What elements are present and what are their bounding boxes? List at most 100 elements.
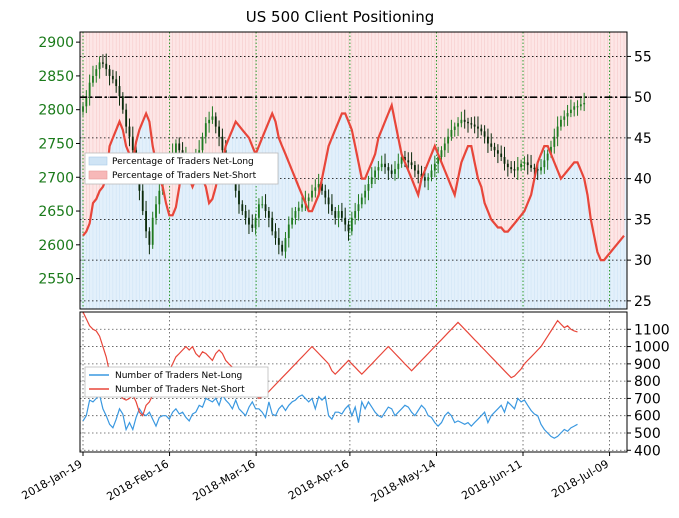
candle-body (92, 75, 94, 83)
candle-body (111, 75, 114, 80)
candle-body (493, 146, 496, 151)
candle-body (520, 163, 523, 168)
candle-body (327, 197, 330, 205)
candle-body (307, 197, 310, 201)
candle-body (141, 190, 144, 212)
net-short-area (80, 32, 627, 261)
candle-body (546, 153, 549, 161)
candle-body (115, 79, 118, 87)
left-tick-label: 2900 (38, 35, 74, 51)
candle-body (121, 96, 124, 110)
candle-body (374, 170, 376, 178)
candle-body (540, 167, 542, 171)
candle-body (238, 190, 240, 205)
candle-body (543, 160, 546, 168)
candle-body (384, 163, 386, 168)
candle-body (158, 190, 161, 205)
candle-body (331, 204, 333, 212)
candle-body (404, 156, 406, 161)
legend-label-net-short-count: Number of Traders Net-Short (115, 385, 245, 395)
candle-body (274, 231, 277, 239)
legend-swatch-net-short-pct (88, 170, 108, 180)
bottom-right-tick-label: 1000 (634, 340, 670, 356)
candle-body (473, 124, 476, 127)
x-tick-label: 2018-Feb-16 (104, 457, 171, 503)
legend-label-net-long-count: Number of Traders Net-Long (115, 371, 242, 381)
candle-body (105, 63, 108, 70)
candle-body (95, 69, 98, 76)
candle-body (248, 217, 250, 225)
candle-body (503, 156, 506, 164)
top-panel-frame (79, 31, 628, 310)
candle-body (437, 156, 440, 164)
candle-body (208, 119, 211, 124)
candle-body (334, 211, 337, 218)
candle-body (536, 169, 539, 171)
candle-body (394, 169, 396, 174)
candle-body (380, 163, 383, 168)
candle-body (340, 211, 343, 218)
right-tick-label: 25 (634, 294, 652, 310)
candle-body (350, 217, 353, 232)
legend-label-net-long-pct: Percentage of Traders Net-Long (112, 157, 254, 167)
candle-body (175, 143, 177, 154)
candle-body (433, 163, 436, 171)
legend-swatch-net-long-pct (88, 156, 108, 166)
candle-body (556, 126, 559, 137)
candle-body (560, 119, 562, 127)
bottom-legend-box (84, 366, 269, 398)
candle-body (427, 177, 430, 181)
candle-body (108, 69, 111, 76)
candle-body (506, 163, 509, 168)
candle-body (101, 62, 104, 64)
candle-body (457, 123, 459, 127)
chart-title: US 500 Client Positioning (246, 8, 434, 26)
candle-body (460, 119, 463, 124)
candle-body (145, 211, 147, 232)
candle-body (413, 165, 416, 171)
candle-body (261, 204, 264, 206)
legends: Percentage of Traders Net-Long Percentage… (84, 152, 279, 398)
left-tick-label: 2600 (38, 238, 74, 254)
candle-body (483, 131, 486, 137)
candle-body (347, 224, 350, 232)
bottom-panel-frame (79, 311, 628, 453)
candle-body (450, 129, 453, 137)
candle-body (241, 204, 244, 212)
candle-body (513, 169, 516, 171)
right-tick-label: 50 (634, 90, 652, 106)
candle-body (251, 224, 254, 228)
candle-body (82, 106, 84, 112)
candle-body (576, 106, 579, 108)
net-short-pct-line (82, 101, 625, 262)
candle-body (317, 184, 320, 188)
x-tick-label: 2018-Jan-19 (20, 457, 85, 502)
candle-body (397, 163, 400, 170)
candle-body (443, 143, 446, 151)
candle-body (480, 128, 483, 132)
candle-body (178, 143, 181, 151)
candle-body (360, 197, 363, 205)
candle-body (254, 217, 257, 228)
candle-body (297, 207, 300, 212)
right-tick-label: 40 (634, 172, 652, 188)
candle-body (354, 211, 357, 218)
bottom-right-tick-label: 800 (634, 374, 661, 390)
candle-body (467, 121, 469, 124)
candle-body (204, 123, 207, 137)
candle-body (477, 126, 479, 129)
candle-body (131, 136, 134, 151)
top-panel-lines (80, 96, 627, 262)
bottom-right-tick-label: 700 (634, 391, 661, 407)
top-legend-box (84, 152, 279, 185)
candle-body (453, 126, 456, 130)
left-tick-label: 2550 (38, 272, 74, 288)
right-tick-label: 30 (634, 253, 652, 269)
candle-body (257, 204, 260, 218)
candle-body (324, 190, 327, 198)
candle-body (387, 167, 390, 171)
candle-body (155, 204, 157, 218)
bottom-right-tick-label: 600 (634, 409, 661, 425)
candle-body (370, 177, 373, 185)
